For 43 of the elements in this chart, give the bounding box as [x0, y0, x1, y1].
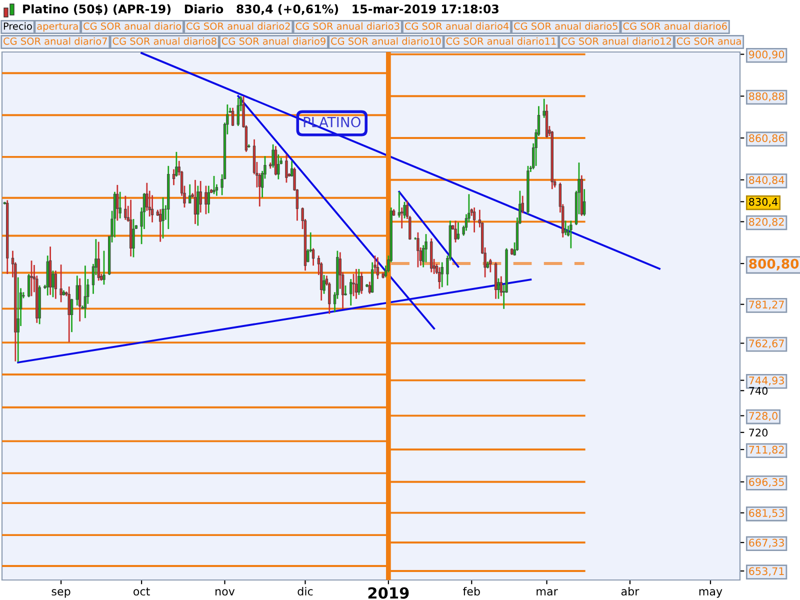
y-tick-label: 880,88 [749, 92, 784, 102]
text: CG SOR anual diario5 [514, 22, 618, 30]
text: CG SOR anual diario8 [112, 37, 216, 45]
x-tick-label: oct [134, 588, 150, 596]
y-tick-label: 900,90 [748, 50, 784, 60]
text: CG SOR anual diario10 [331, 37, 441, 45]
y-tick-label: 860,86 [749, 134, 784, 144]
x-tick-label: feb [462, 586, 480, 596]
x-tick-label: nov [216, 589, 235, 596]
y-tick-label: 744,93 [749, 376, 784, 386]
y-tick-label: 696,35 [749, 478, 784, 488]
x-tick-label: sep [52, 589, 70, 598]
text: CG SOR anual diario3 [296, 22, 400, 30]
y-tick-label: 728,0 [749, 412, 778, 421]
y-tick-label: 840,84 [749, 176, 784, 186]
x-tick-label: dic [298, 586, 313, 596]
x-tick-label: mar [536, 589, 558, 596]
y-tick-label: 711,82 [749, 446, 784, 455]
text: CG SOR anual diario7 [4, 37, 107, 45]
y-tick-label: 781,27 [749, 300, 784, 310]
x-tick-label: 2019 [368, 587, 409, 599]
text: CG SOR anual diario6 [623, 22, 727, 30]
text: CG SOR anual diario2 [186, 22, 290, 30]
y-tick-label: 653,71 [749, 567, 784, 576]
y-tick-label: 740 [749, 386, 768, 395]
chart-title: Platino (50$) (APR-19) Diario 830,4 (+0,61%) 15-mar-2019 17:18:03 [23, 4, 498, 15]
text: Precio [4, 22, 32, 30]
y-tick-label: 820,82 [749, 218, 784, 227]
text: CG SOR anual diario [84, 22, 182, 30]
text: CG SOR anual diario9 [222, 37, 326, 45]
y-tick-label: 830,4 [749, 198, 778, 207]
x-tick-label: may [699, 589, 722, 598]
x-tick-label: abr [621, 586, 640, 596]
text: CG SOR anual diario4 [404, 22, 509, 30]
text: CG SOR anual diario12 [562, 37, 671, 45]
text: CG SOR anual diario11 [446, 37, 556, 45]
text: apertura [37, 22, 78, 32]
text: CG SOR anua [676, 37, 741, 45]
y-tick-label: 720 [749, 428, 768, 437]
y-tick-label: 667,33 [749, 538, 784, 548]
y-tick-label: 681,53 [749, 509, 784, 518]
y-tick-label: 762,67 [749, 339, 784, 348]
y-tick-label: 800,80 [749, 258, 799, 270]
